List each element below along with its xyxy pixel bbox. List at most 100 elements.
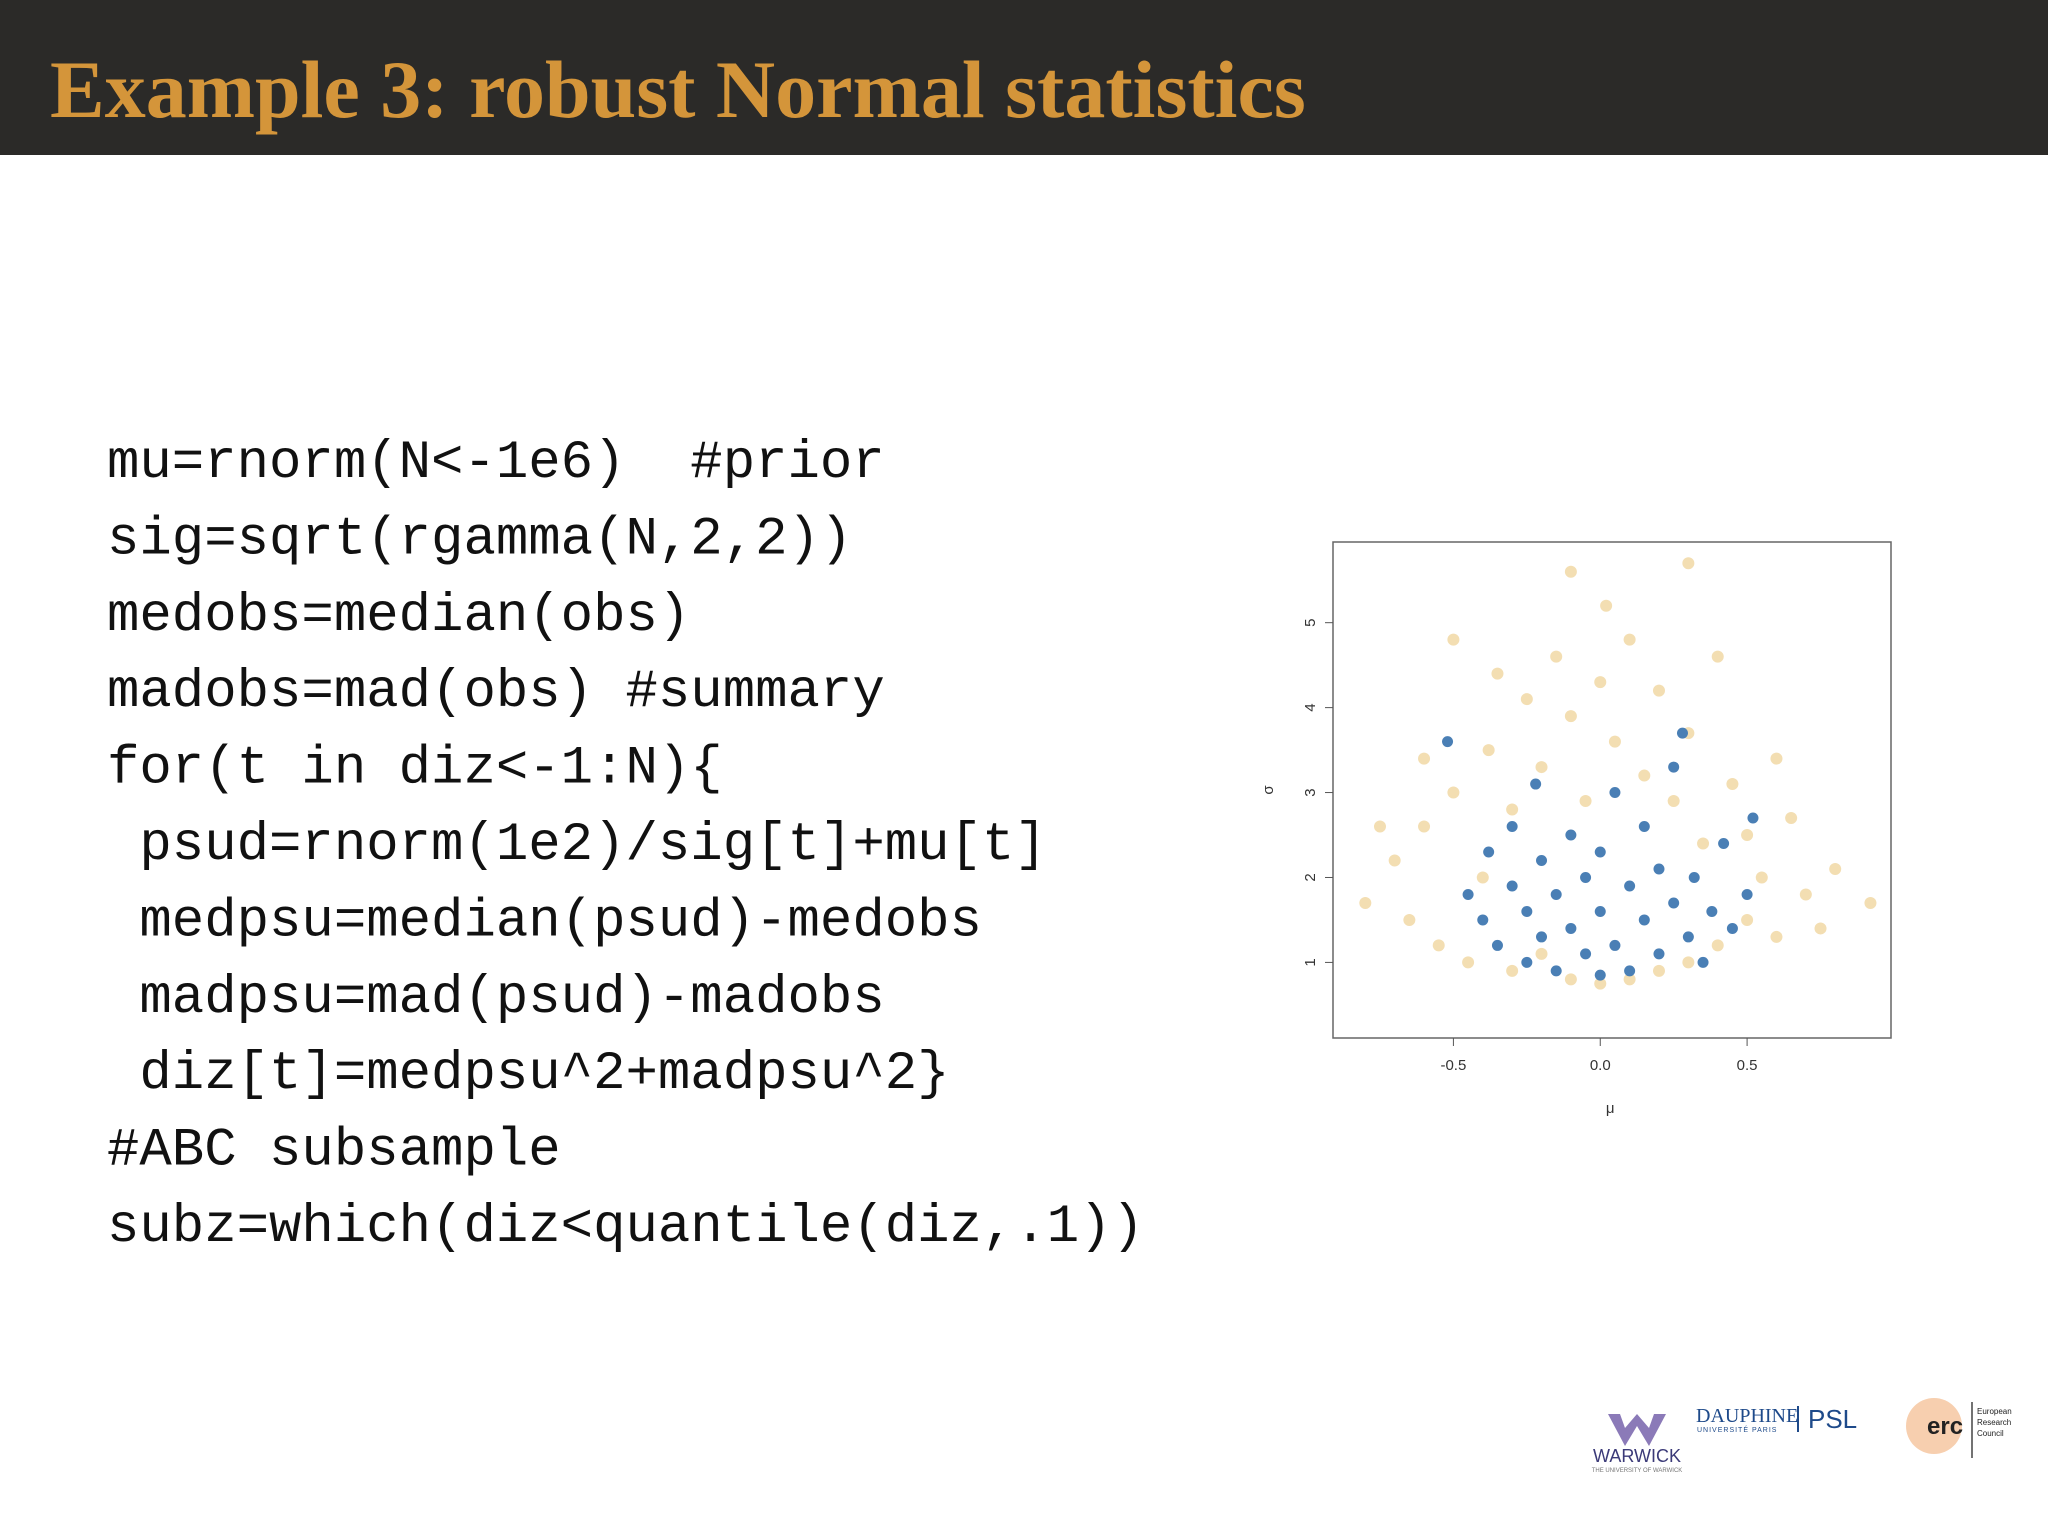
x-tick-label: 0.5 xyxy=(1737,1057,1758,1074)
data-point xyxy=(1535,947,1548,960)
data-point xyxy=(1667,795,1680,808)
data-point xyxy=(1653,948,1665,960)
data-point xyxy=(1580,871,1592,883)
code-line: madobs=mad(obs) #summary xyxy=(107,662,885,723)
data-point xyxy=(1432,939,1445,952)
y-axis-label: σ xyxy=(1260,785,1277,795)
data-point xyxy=(1594,846,1606,858)
data-point xyxy=(1697,956,1709,968)
data-point xyxy=(1668,761,1680,773)
plot-frame xyxy=(1332,541,1892,1039)
data-point xyxy=(1697,837,1710,850)
data-point xyxy=(1442,736,1454,748)
data-point xyxy=(1565,829,1577,841)
data-point xyxy=(1506,880,1518,892)
erc-text: European xyxy=(1977,1407,2012,1416)
data-point xyxy=(1638,914,1650,926)
code-line: for(t in diz<-1:N){ xyxy=(107,739,723,800)
data-point xyxy=(1594,905,1606,917)
data-point xyxy=(1638,769,1651,782)
x-tick-label: 0.0 xyxy=(1590,1057,1611,1074)
dauphine-logo: DAUPHINE xyxy=(1696,1405,1798,1427)
code-line: psud=rnorm(1e2)/sig[t]+mu[t] xyxy=(107,815,1047,876)
data-point xyxy=(1506,803,1519,816)
scatter-plot: -0.5 0.0 0.5 1 2 3 4 5 μ σ xyxy=(1260,541,1892,1117)
data-point xyxy=(1726,922,1738,934)
data-point xyxy=(1506,821,1518,833)
data-point xyxy=(1521,956,1533,968)
data-point xyxy=(1550,965,1562,977)
dauphine-subtitle: UNIVERSITÉ PARIS xyxy=(1697,1425,1777,1434)
data-point xyxy=(1623,973,1636,986)
data-point xyxy=(1770,752,1783,765)
data-point xyxy=(1785,812,1798,825)
y-tick-label: 2 xyxy=(1302,873,1319,881)
data-point xyxy=(1864,896,1877,909)
data-point xyxy=(1482,744,1495,757)
data-point xyxy=(1829,862,1842,875)
data-point xyxy=(1565,922,1577,934)
data-point xyxy=(1520,693,1533,706)
data-point xyxy=(1550,888,1562,900)
data-point xyxy=(1741,888,1753,900)
data-point xyxy=(1477,914,1489,926)
erc-logo: erc xyxy=(1927,1413,1963,1440)
data-point xyxy=(1682,931,1694,943)
code-line: medobs=median(obs) xyxy=(107,586,690,647)
data-point xyxy=(1506,964,1519,977)
data-point xyxy=(1638,821,1650,833)
data-point xyxy=(1447,633,1460,646)
data-point xyxy=(1609,939,1621,951)
data-point xyxy=(1462,888,1474,900)
code-line: diz[t]=medpsu^2+madpsu^2} xyxy=(107,1044,950,1105)
data-point xyxy=(1447,786,1460,799)
data-point xyxy=(1536,931,1548,943)
erc-text: Research xyxy=(1977,1418,2011,1427)
data-point xyxy=(1711,650,1724,663)
y-tick-label: 4 xyxy=(1302,703,1319,711)
data-point xyxy=(1418,752,1431,765)
data-point xyxy=(1668,897,1680,909)
data-point xyxy=(1741,829,1754,842)
code-line: #ABC subsample xyxy=(107,1121,561,1182)
data-point xyxy=(1418,820,1431,833)
data-point xyxy=(1608,735,1621,748)
data-point xyxy=(1741,913,1754,926)
warwick-logo: WARWICK xyxy=(1593,1446,1681,1466)
erc-icon xyxy=(1906,1398,1962,1454)
data-point xyxy=(1624,965,1636,977)
data-point xyxy=(1623,633,1636,646)
data-point xyxy=(1755,871,1768,884)
warwick-subtitle: THE UNIVERSITY OF WARWICK xyxy=(1592,1468,1683,1474)
data-point xyxy=(1682,956,1695,969)
data-point xyxy=(1652,964,1665,977)
data-point xyxy=(1483,846,1495,858)
code-line: sig=sqrt(rgamma(N,2,2)) xyxy=(107,509,852,570)
data-point xyxy=(1491,667,1504,680)
data-point xyxy=(1652,684,1665,697)
data-point xyxy=(1536,854,1548,866)
slide-title: Example 3: robust Normal statistics xyxy=(50,44,1306,135)
data-point xyxy=(1747,812,1759,824)
data-point xyxy=(1770,930,1783,943)
data-point xyxy=(1564,710,1577,723)
y-tick-label: 5 xyxy=(1302,619,1319,627)
data-point xyxy=(1624,880,1636,892)
header-bar xyxy=(0,0,2048,155)
code-block: mu=rnorm(N<-1e6) #prior sig=sqrt(rgamma(N… xyxy=(107,433,1144,1258)
logos: WARWICK THE UNIVERSITY OF WARWICK DAUPHI… xyxy=(1592,1398,2012,1474)
data-point xyxy=(1462,956,1475,969)
data-point xyxy=(1359,896,1372,909)
code-line: mu=rnorm(N<-1e6) #prior xyxy=(107,433,885,494)
data-point xyxy=(1711,939,1724,952)
data-point xyxy=(1550,650,1563,663)
data-point xyxy=(1682,557,1695,570)
data-point xyxy=(1706,905,1718,917)
data-point xyxy=(1530,778,1542,790)
data-point xyxy=(1564,565,1577,578)
y-tick-label: 1 xyxy=(1302,958,1319,966)
data-point xyxy=(1388,854,1401,867)
code-line: madpsu=mad(psud)-madobs xyxy=(107,968,885,1029)
data-point xyxy=(1476,871,1489,884)
psl-logo: PSL xyxy=(1808,1404,1857,1434)
